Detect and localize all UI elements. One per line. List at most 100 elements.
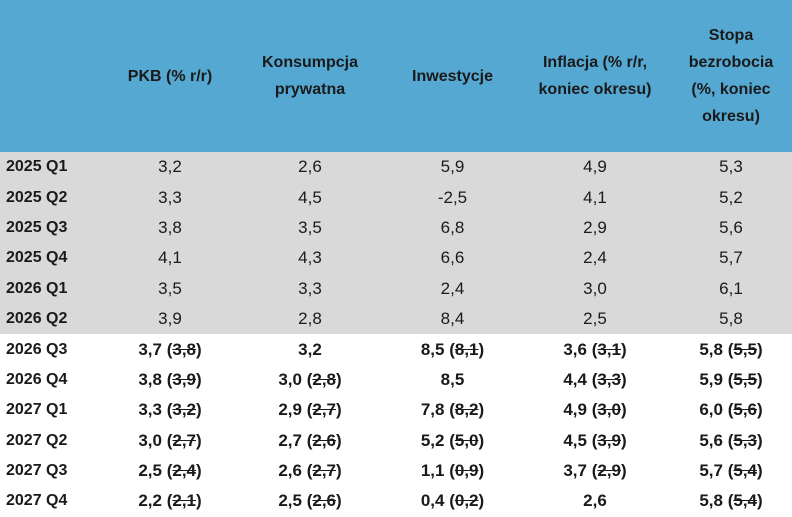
value-cell: 5,7	[670, 243, 792, 274]
column-header: PKB (% r/r)	[105, 0, 235, 152]
value-cell: 4,1	[105, 243, 235, 274]
paren: (	[166, 339, 173, 359]
paren: (	[306, 400, 313, 420]
value: 5,9	[440, 157, 465, 177]
value-cell: 2,9	[520, 212, 670, 244]
value-cell: 4,5	[235, 182, 385, 213]
value-cell: 5,7 (5,4)	[670, 456, 792, 486]
paren: )	[196, 491, 202, 511]
value-cell: 2,6	[235, 152, 385, 183]
value: 3,3	[158, 187, 182, 207]
paren: (	[306, 491, 313, 511]
value: 7,8	[420, 400, 445, 420]
paren: )	[336, 430, 342, 450]
value-cell: 3,3	[235, 273, 385, 304]
paren: (	[727, 430, 734, 450]
paren: (	[727, 461, 734, 481]
value-cell: 3,0	[520, 273, 670, 304]
value-cell: 5,6 (5,3)	[670, 426, 792, 456]
row-label: 2026 Q3	[6, 340, 68, 358]
value: 4,4	[563, 369, 587, 389]
value-cell: 2,5 (2,6)	[235, 486, 385, 516]
previous-value: 3,0	[597, 400, 621, 420]
value: 6,6	[440, 248, 465, 268]
paren: (	[591, 400, 598, 420]
value-cell: 3,0 (2,7)	[105, 426, 235, 456]
column-header: Inwestycje	[385, 0, 520, 152]
paren: )	[336, 369, 342, 389]
paren: )	[757, 400, 763, 420]
paren: (	[449, 339, 455, 359]
value-cell: 7,8 (8,2)	[385, 395, 520, 425]
value-cell: 3,2	[105, 152, 235, 183]
value: 6,1	[719, 278, 743, 298]
value: 5,9	[699, 369, 723, 389]
paren: )	[196, 369, 202, 389]
value: 2,4	[440, 278, 465, 298]
paren: )	[336, 491, 342, 511]
table-row: 2027 Q4 2,2 (2,1) 2,5 (2,6) 0,4 (0,2) 2,6 5,8…	[0, 486, 792, 516]
paren: )	[757, 369, 763, 389]
value-cell: 1,1 (0,9)	[385, 456, 520, 486]
value-cell: 4,3	[235, 243, 385, 274]
table-row: 2027 Q3 2,5 (2,4) 2,6 (2,7) 1,1 (0,9) 3,7 (2…	[0, 456, 792, 486]
value-cell: 3,8 (3,9)	[105, 365, 235, 395]
value: 3,0	[138, 430, 162, 450]
paren: )	[757, 430, 763, 450]
paren: )	[757, 339, 763, 359]
value: 3,3	[138, 400, 162, 420]
value: 2,6	[298, 157, 322, 177]
paren: (	[166, 491, 173, 511]
table-row: 2026 Q3 3,7 (3,8) 3,2 8,5 (8,1) 3,6 (3,1) 5,8…	[0, 334, 792, 364]
value: 5,6	[719, 217, 743, 237]
value: 6,0	[699, 400, 723, 420]
paren: )	[336, 400, 342, 420]
value-cell: 5,8	[670, 303, 792, 335]
value-cell: 3,3 (3,2)	[105, 395, 235, 425]
value-cell: 3,5	[105, 273, 235, 304]
table-row: 2027 Q2 3,0 (2,7) 2,7 (2,6) 5,2 (5,0) 4,5 (3…	[0, 426, 792, 456]
previous-value: 2,6	[312, 430, 336, 450]
row-label: 2027 Q3	[6, 462, 68, 480]
row-label: 2025 Q4	[0, 243, 105, 274]
previous-value: 5,5	[733, 339, 757, 359]
paren: (	[727, 339, 734, 359]
previous-value: 5,4	[733, 491, 757, 511]
value: 8,5	[440, 369, 465, 389]
previous-value: 2,7	[312, 461, 336, 481]
value-cell: 5,2 (5,0)	[385, 426, 520, 456]
row-label: 2026 Q2	[0, 303, 105, 335]
value-cell: 8,4	[385, 303, 520, 335]
paren: (	[449, 491, 455, 511]
paren: (	[727, 369, 734, 389]
value-cell: 5,6	[670, 212, 792, 244]
paren: )	[196, 461, 202, 481]
value: 2,5	[583, 309, 607, 329]
value: 1,1	[420, 461, 445, 481]
table-row: 2026 Q4 3,8 (3,9) 3,0 (2,8) 8,5 4,4 (3,3) 5,9…	[0, 365, 792, 395]
value: 2,6	[278, 461, 302, 481]
value: 5,3	[719, 157, 743, 177]
value-cell: 4,9	[520, 152, 670, 183]
value: 2,5	[138, 461, 162, 481]
value: 4,3	[298, 248, 322, 268]
value-cell: 2,6	[520, 486, 670, 516]
value-cell: 4,4 (3,3)	[520, 365, 670, 395]
value: 5,6	[699, 430, 723, 450]
value: 5,8	[719, 309, 743, 329]
paren: )	[621, 369, 627, 389]
paren: (	[591, 430, 598, 450]
value: 3,7	[563, 461, 587, 481]
previous-value: 2,7	[312, 400, 336, 420]
value: -2,5	[437, 187, 468, 207]
previous-value: 3,8	[172, 339, 196, 359]
previous-value: 2,7	[172, 430, 196, 450]
paren: (	[449, 400, 455, 420]
paren: )	[196, 430, 202, 450]
paren: )	[336, 461, 342, 481]
value-cell: 5,8 (5,5)	[670, 334, 792, 364]
value: 4,1	[158, 248, 182, 268]
paren: )	[196, 339, 202, 359]
value-cell: 3,9	[105, 303, 235, 335]
